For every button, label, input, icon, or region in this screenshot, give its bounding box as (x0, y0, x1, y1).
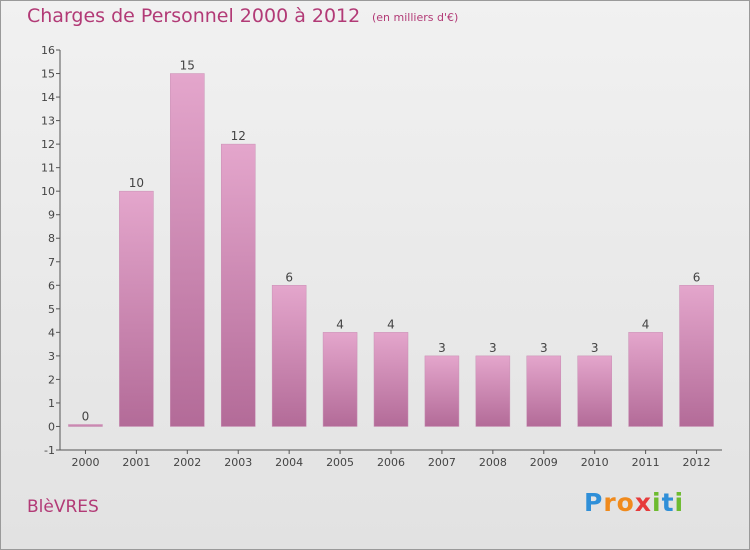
bar (119, 190, 154, 427)
y-tick-label: 4 (48, 326, 55, 339)
bar (220, 143, 256, 427)
logo-letter: P (584, 488, 604, 517)
logo-letter: o (616, 488, 635, 517)
data-label: 6 (285, 270, 293, 284)
x-tick-label: 2003 (224, 456, 252, 469)
y-tick-label: 9 (48, 209, 55, 222)
y-tick-label: 2 (48, 373, 55, 386)
x-tick-label: 2007 (428, 456, 456, 469)
data-label: 10 (129, 176, 144, 190)
y-tick-label: 1 (48, 397, 55, 410)
data-label: 4 (387, 317, 395, 331)
data-label: 3 (438, 341, 446, 355)
x-tick-label: 2011 (632, 456, 660, 469)
x-tick-label: 2006 (377, 456, 405, 469)
bar (271, 285, 307, 427)
x-tick-label: 2010 (581, 456, 609, 469)
bar (373, 332, 409, 427)
y-tick-label: 13 (41, 115, 55, 128)
bar (424, 355, 460, 427)
y-tick-label: 7 (48, 256, 55, 269)
data-label: 4 (642, 317, 650, 331)
bar (170, 73, 205, 427)
y-tick-label: 3 (48, 350, 55, 363)
proxiti-logo: Proxiti (584, 488, 684, 517)
x-tick-label: 2005 (326, 456, 354, 469)
logo-letter: i (674, 488, 685, 517)
x-tick-label: 2012 (683, 456, 711, 469)
commune-name: BlèVRES (27, 497, 99, 517)
data-label: 15 (180, 59, 195, 73)
y-tick-label: 6 (48, 279, 55, 292)
x-tick-label: 2008 (479, 456, 507, 469)
logo-letter: t (661, 488, 675, 517)
y-tick-label: -1 (44, 444, 55, 457)
y-tick-label: 15 (41, 68, 55, 81)
data-label: 3 (591, 341, 599, 355)
y-tick-label: 14 (41, 91, 55, 104)
bar (526, 355, 562, 427)
y-tick-label: 5 (48, 303, 55, 316)
logo-letter: i (652, 488, 662, 517)
chart-subtitle: (en milliers d'€) (372, 11, 459, 24)
x-tick-label: 2004 (275, 456, 303, 469)
logo-letter: r (603, 488, 617, 517)
y-tick-label: 8 (48, 232, 55, 245)
y-tick-label: 11 (41, 162, 55, 175)
y-tick-label: 12 (41, 138, 55, 151)
bar (628, 332, 663, 427)
bar (322, 332, 358, 427)
chart-title: Charges de Personnel 2000 à 2012 (27, 5, 361, 27)
data-label: 4 (336, 317, 344, 331)
bar (475, 355, 511, 427)
y-tick-label: 10 (41, 185, 55, 198)
x-tick-label: 2001 (122, 456, 150, 469)
data-label: 0 (82, 409, 90, 423)
logo-letter: x (634, 488, 652, 517)
x-tick-label: 2000 (71, 456, 99, 469)
data-label: 3 (489, 341, 497, 355)
data-label: 12 (231, 129, 246, 143)
data-label: 3 (540, 341, 548, 355)
y-tick-label: 16 (41, 44, 55, 57)
x-tick-label: 2002 (173, 456, 201, 469)
bar (577, 355, 612, 427)
x-tick-label: 2009 (530, 456, 558, 469)
bar (679, 285, 714, 427)
y-tick-label: 0 (48, 420, 55, 433)
data-label: 6 (693, 270, 701, 284)
bar (68, 424, 103, 427)
